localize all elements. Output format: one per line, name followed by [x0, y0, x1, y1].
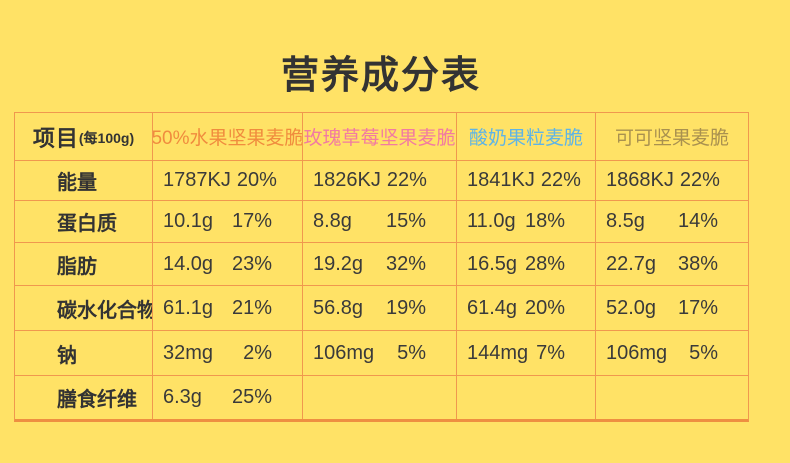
amount: 52.0g	[606, 296, 657, 319]
fiber-product-4-cell	[596, 376, 748, 419]
energy-product-3-cell: 1841KJ 22%	[457, 161, 596, 201]
item-unit-label: (每100g)	[78, 130, 135, 146]
carb-product-4-cell: 52.0g 17%	[596, 286, 748, 331]
nrv-percent: 5%	[689, 341, 718, 364]
header-product-3: 酸奶果粒麦脆	[457, 113, 596, 161]
row-label-energy: 能量	[15, 161, 153, 201]
nrv-percent: 21%	[231, 296, 272, 319]
nrv-percent: 5%	[397, 341, 426, 364]
amount: 8.5g	[606, 210, 645, 232]
nrv-percent: 17%	[677, 296, 718, 319]
carb-product-3-cell: 61.4g 20%	[457, 286, 596, 331]
fiber-product-3-cell	[457, 376, 596, 419]
nrv-percent: 38%	[677, 252, 718, 275]
nrv-percent: 14%	[677, 210, 718, 232]
nrv-percent: 20%	[236, 169, 277, 191]
protein-product-4-cell: 8.5g 14%	[596, 201, 748, 243]
nrv-percent: 20%	[524, 296, 565, 319]
item-label: 项目	[32, 125, 79, 151]
energy-product-2-cell: 1826KJ 22%	[303, 161, 457, 201]
header-product-1: 50%水果坚果麦脆	[153, 113, 303, 161]
fat-product-1-cell: 14.0g 23%	[153, 243, 303, 286]
nutrition-table: 项目 (每100g) 50%水果坚果麦脆 玫瑰草莓坚果麦脆 酸奶果粒麦脆 可可坚果…	[14, 112, 749, 422]
amount: 61.1g	[163, 296, 214, 319]
protein-product-1-cell: 10.1g 17%	[153, 201, 303, 243]
row-label-sodium: 钠	[15, 331, 153, 376]
amount: 106mg	[313, 341, 375, 364]
sodium-product-2-cell: 106mg 5%	[303, 331, 457, 376]
protein-product-2-cell: 8.8g 15%	[303, 201, 457, 243]
row-label-protein: 蛋白质	[15, 201, 153, 243]
fat-product-4-cell: 22.7g 38%	[596, 243, 748, 286]
carb-product-1-cell: 61.1g 21%	[153, 286, 303, 331]
amount: 19.2g	[313, 252, 364, 275]
header-product-2: 玫瑰草莓坚果麦脆	[303, 113, 457, 161]
nrv-percent: 7%	[536, 341, 565, 364]
row-label-dietary-fiber: 膳食纤维	[15, 376, 153, 419]
sodium-product-4-cell: 106mg 5%	[596, 331, 748, 376]
protein-product-3-cell: 11.0g 18%	[457, 201, 596, 243]
energy-product-4-cell: 1868KJ 22%	[596, 161, 748, 201]
amount: 61.4g	[467, 296, 518, 319]
amount: 1787KJ	[163, 169, 231, 191]
amount: 1841KJ	[467, 169, 535, 191]
amount: 144mg	[467, 341, 529, 364]
nrv-percent: 22%	[679, 169, 720, 191]
amount: 32mg	[163, 341, 214, 364]
nrv-percent: 19%	[385, 296, 426, 319]
fiber-product-2-cell	[303, 376, 457, 419]
nrv-percent: 32%	[385, 252, 426, 275]
amount: 22.7g	[606, 252, 657, 275]
amount: 1868KJ	[606, 169, 674, 191]
sodium-product-3-cell: 144mg 7%	[457, 331, 596, 376]
row-label-fat: 脂肪	[15, 243, 153, 286]
nrv-percent: 23%	[231, 252, 272, 275]
energy-product-1-cell: 1787KJ 20%	[153, 161, 303, 201]
header-item-cell: 项目 (每100g)	[15, 113, 153, 161]
nrv-percent: 15%	[385, 210, 426, 232]
fiber-product-1-cell: 6.3g 25%	[153, 376, 303, 419]
nrv-percent: 2%	[243, 341, 272, 364]
amount: 56.8g	[313, 296, 364, 319]
amount: 11.0g	[467, 210, 516, 232]
fat-product-3-cell: 16.5g 28%	[457, 243, 596, 286]
amount: 1826KJ	[313, 169, 381, 191]
nrv-percent: 28%	[524, 252, 565, 275]
nrv-percent: 22%	[540, 169, 581, 191]
amount: 6.3g	[163, 386, 202, 408]
row-label-carbohydrate: 碳水化合物	[15, 286, 153, 331]
nrv-percent: 25%	[231, 386, 272, 408]
page-title: 营养成分表	[280, 55, 481, 97]
nrv-percent: 17%	[231, 210, 272, 232]
amount: 14.0g	[163, 252, 214, 275]
fat-product-2-cell: 19.2g 32%	[303, 243, 457, 286]
nrv-percent: 18%	[524, 210, 565, 232]
nrv-percent: 22%	[386, 169, 427, 191]
amount: 8.8g	[313, 210, 352, 232]
amount: 16.5g	[467, 252, 518, 275]
amount: 106mg	[606, 341, 668, 364]
sodium-product-1-cell: 32mg 2%	[153, 331, 303, 376]
amount: 10.1g	[163, 210, 214, 232]
header-product-4: 可可坚果麦脆	[596, 113, 748, 161]
carb-product-2-cell: 56.8g 19%	[303, 286, 457, 331]
